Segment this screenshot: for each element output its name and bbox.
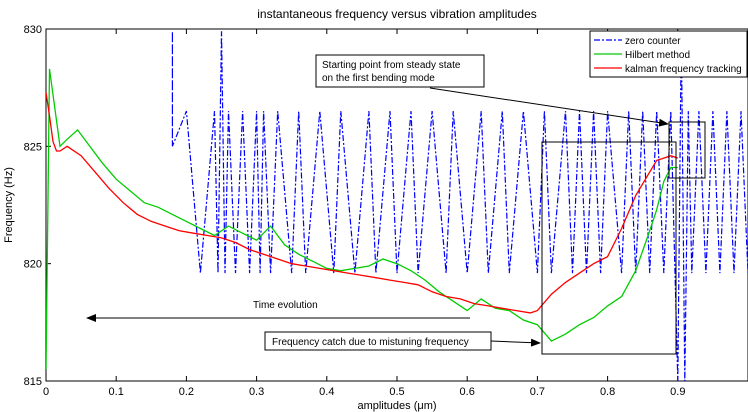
annotation-start-line-1: Starting point from steady state [322, 60, 461, 71]
x-tick-label: 0.2 [179, 386, 194, 398]
annotation-start-line-2: on the first bending mode [322, 73, 435, 84]
x-tick-label: 0.7 [530, 386, 545, 398]
annotation-start-arrow [429, 87, 669, 127]
x-axis-label: amplitudes (μm) [357, 400, 436, 412]
x-tick-label: 0.6 [460, 386, 475, 398]
legend: zero counter Hilbert method kalman frequ… [589, 30, 748, 78]
x-tick-label: 0.9 [670, 386, 685, 398]
legend-label-hilbert: Hilbert method [625, 50, 690, 61]
annotation-catch-arrow [490, 338, 541, 347]
y-tick-label: 820 [24, 259, 42, 271]
series-line-hilbert-method [46, 68, 678, 370]
x-tick-label: 0.5 [389, 386, 404, 398]
annotation-start-box [315, 54, 485, 88]
x-axis: 0 0.1 0.2 0.3 0.4 0.5 0.6 0.7 0.8 0.9 [43, 29, 685, 398]
zoom-box-start [668, 121, 706, 179]
series-lines [46, 31, 748, 381]
x-tick-label: 0 [43, 386, 49, 398]
chart-title: instantaneous frequency versus vibration… [257, 7, 537, 21]
y-tick-label: 815 [24, 376, 42, 388]
legend-label-kalman: kalman frequency tracking [625, 64, 742, 75]
x-tick-label: 0.3 [249, 386, 264, 398]
zoom-box-mistuning [541, 141, 677, 355]
x-tick-label: 0.8 [600, 386, 615, 398]
x-tick-label: 0.4 [319, 386, 334, 398]
y-tick-label: 825 [24, 141, 42, 153]
series-line-zero-counter [171, 31, 748, 381]
series-line-kalman-frequency-tracking [46, 92, 679, 314]
legend-label-zero-counter: zero counter [625, 36, 681, 47]
annotation-catch-text: Frequency catch due to mistuning frequen… [272, 337, 469, 348]
annotation-time-text: Time evolution [253, 300, 318, 311]
x-tick-label: 0.1 [109, 386, 124, 398]
y-axis-label: Frequency (Hz) [3, 167, 15, 243]
y-axis: 815 820 825 830 [24, 24, 51, 388]
y-tick-label: 830 [24, 24, 42, 36]
